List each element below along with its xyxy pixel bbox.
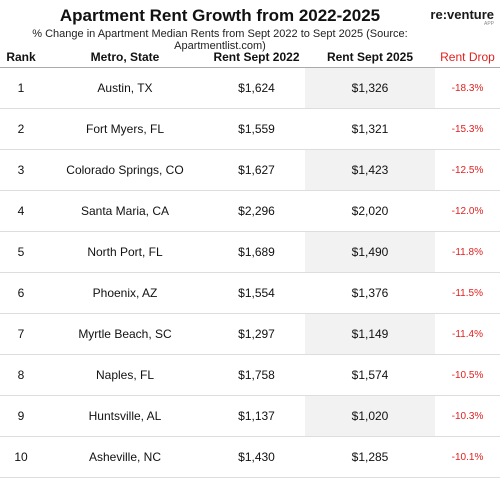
table-cell: $1,149 — [305, 314, 435, 354]
table-cell: $1,297 — [238, 327, 275, 341]
table-cell: $1,490 — [305, 232, 435, 272]
table-row: 8 Naples, FL $1,758 $1,574 -10.5% — [0, 355, 500, 396]
table-row: 3 Colorado Springs, CO $1,627 $1,423 -12.5% — [0, 150, 500, 191]
table-cell: 7 — [17, 327, 25, 341]
table-cell: $1,137 — [238, 409, 275, 423]
table-cell: -18.3% — [451, 82, 484, 94]
column-header: Metro, State — [90, 49, 160, 64]
table-cell: Santa Maria, CA — [80, 204, 170, 218]
table-cell: $1,624 — [238, 81, 275, 95]
table-row: 9 Huntsville, AL $1,137 $1,020 -10.3% — [0, 396, 500, 437]
logo: re:venture APP — [430, 8, 494, 27]
table-cell: -10.5% — [451, 369, 484, 381]
table-cell: Phoenix, AZ — [92, 286, 158, 300]
table: Rank Metro, State Rent Sept 2022 Rent Sept … — [0, 46, 500, 478]
table-row: 4 Santa Maria, CA $2,296 $2,020 -12.0% — [0, 191, 500, 232]
table-cell: $1,285 — [351, 450, 389, 464]
subtitle: % Change in Apartment Median Rents from … — [32, 28, 408, 52]
table-cell: 10 — [14, 450, 28, 464]
table-cell: $1,554 — [238, 286, 275, 300]
table-cell: -12.5% — [451, 164, 484, 176]
table-cell: $1,559 — [238, 122, 275, 136]
table-cell: $1,321 — [351, 122, 389, 136]
table-cell: -11.4% — [452, 328, 483, 340]
table-cell: $1,430 — [238, 450, 275, 464]
table-cell: 3 — [17, 163, 25, 177]
table-cell: $2,296 — [238, 204, 275, 218]
table-cell: $1,574 — [351, 368, 389, 382]
table-cell: -11.8% — [452, 246, 483, 258]
table-cell: $2,020 — [351, 204, 389, 218]
header-row: Rank Metro, State Rent Sept 2022 Rent Sept … — [0, 46, 500, 68]
table-row: 2 Fort Myers, FL $1,559 $1,321 -15.3% — [0, 109, 500, 150]
table-cell: $1,020 — [305, 396, 435, 436]
table-row: 10 Asheville, NC $1,430 $1,285 -10.1% — [0, 437, 500, 478]
table-cell: $1,627 — [238, 163, 275, 177]
table-cell: Austin, TX — [97, 81, 153, 95]
column-header: Rent Sept 2025 — [326, 49, 414, 64]
table-cell: 4 — [17, 204, 25, 218]
title: Apartment Rent Growth from 2022-2025 — [59, 6, 381, 25]
table-cell: Colorado Springs, CO — [66, 163, 184, 177]
table-cell: $1,423 — [305, 150, 435, 190]
logo-name: re:venture — [430, 7, 494, 22]
table-cell: -10.3% — [451, 410, 484, 422]
table-cell: 9 — [17, 409, 25, 423]
table-cell: $1,376 — [351, 286, 389, 300]
table-cell: 1 — [17, 81, 25, 95]
table-cell: $1,326 — [305, 68, 435, 108]
logo-sub: APP — [483, 21, 494, 27]
table-cell: -10.1% — [451, 451, 484, 463]
table-row: 1 Austin, TX $1,624 $1,326 -18.3% — [0, 68, 500, 109]
table-row: 5 North Port, FL $1,689 $1,490 -11.8% — [0, 232, 500, 273]
table-cell: North Port, FL — [87, 245, 163, 259]
table-cell: Asheville, NC — [88, 450, 162, 464]
column-header: Rent Drop — [440, 49, 495, 64]
table-cell: 2 — [17, 122, 25, 136]
table-cell: $1,689 — [238, 245, 275, 259]
table-cell: -12.0% — [451, 205, 484, 217]
table-cell: Fort Myers, FL — [85, 122, 164, 136]
table-cell: $1,758 — [238, 368, 275, 382]
table-row: 6 Phoenix, AZ $1,554 $1,376 -11.5% — [0, 273, 500, 314]
table-row: 7 Myrtle Beach, SC $1,297 $1,149 -11.4% — [0, 314, 500, 355]
column-header: Rank — [6, 49, 36, 64]
table-cell: 6 — [17, 286, 25, 300]
column-header: Rent Sept 2022 — [213, 49, 300, 64]
table-cell: Huntsville, AL — [88, 409, 162, 423]
table-body: 1 Austin, TX $1,624 $1,326 -18.3% 2 Fort Myers… — [0, 68, 500, 478]
table-cell: -11.5% — [452, 287, 483, 299]
table-cell: Myrtle Beach, SC — [78, 327, 172, 341]
table-cell: -15.3% — [451, 123, 484, 135]
table-cell: 8 — [17, 368, 25, 382]
table-cell: 5 — [17, 245, 25, 259]
table-cell: Naples, FL — [95, 368, 155, 382]
